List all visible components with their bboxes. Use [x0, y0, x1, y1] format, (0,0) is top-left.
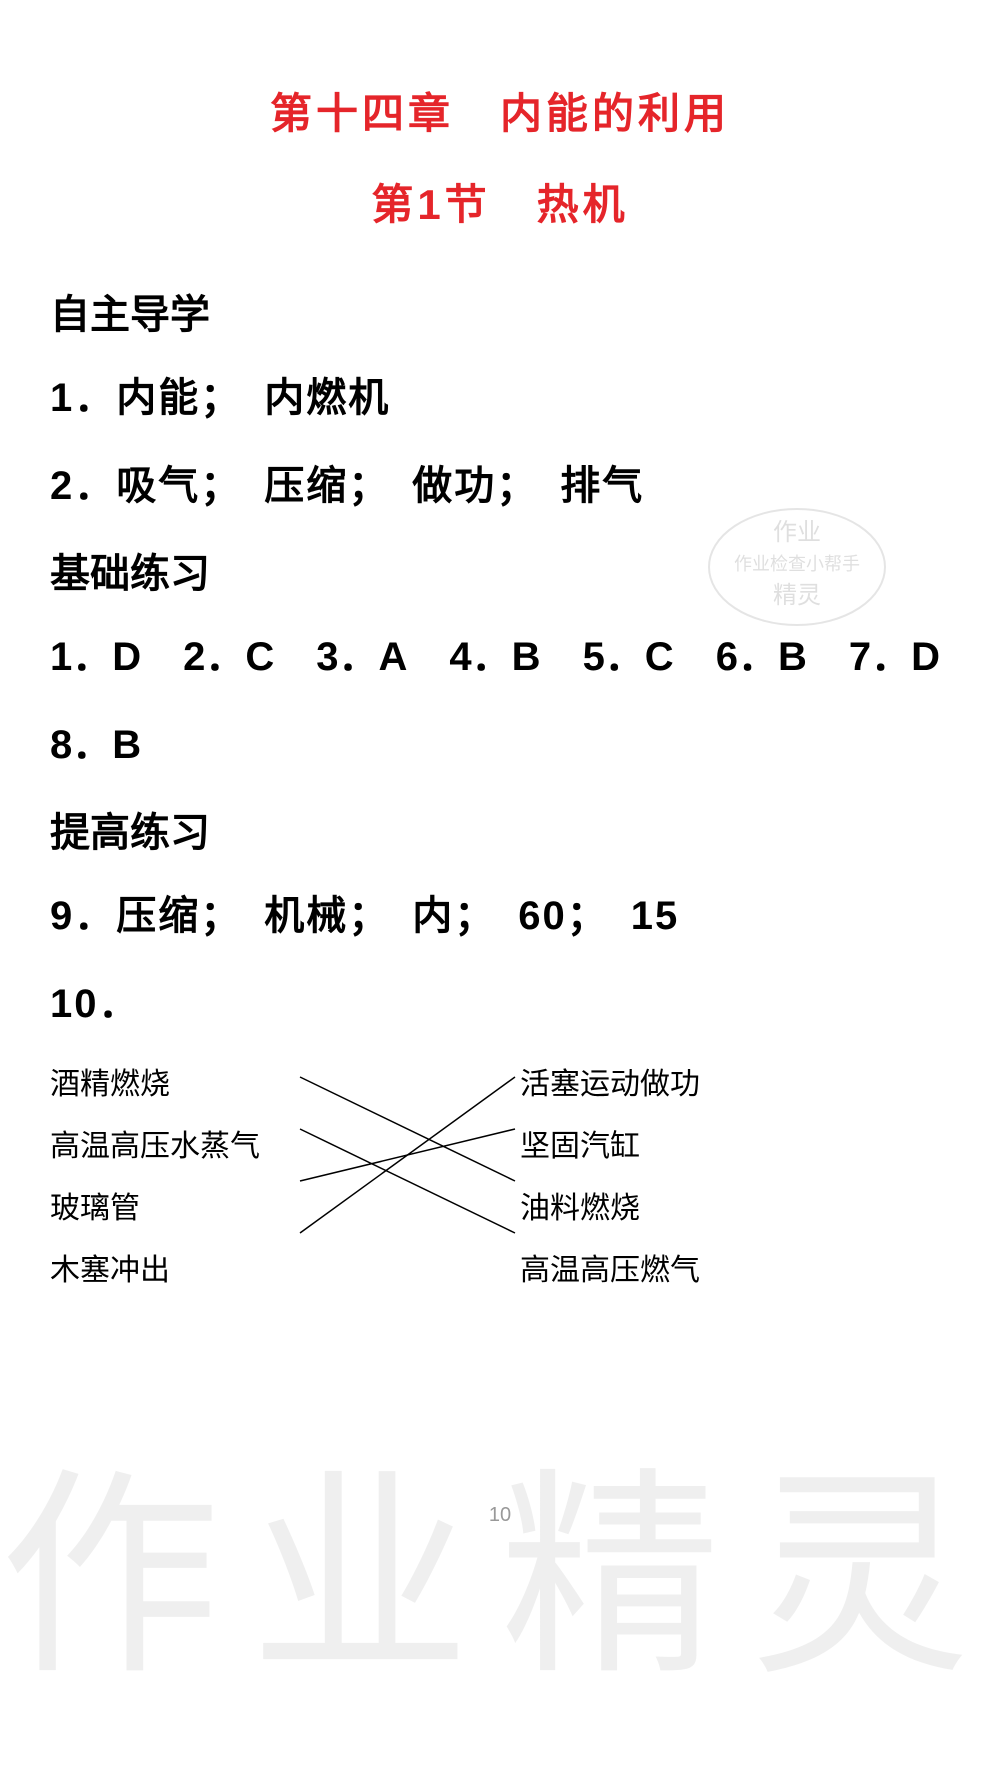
matching-left-3: 玻璃管	[50, 1183, 260, 1227]
advanced-item-10: 10．	[50, 971, 950, 1029]
page-number: 10	[489, 1504, 511, 1527]
matching-diagram: 酒精燃烧 高温高压水蒸气 玻璃管 木塞冲出 活塞运动做功 坚固汽缸 油料燃烧 高…	[50, 1059, 910, 1279]
matching-right-3: 油料燃烧	[520, 1183, 700, 1227]
self-study-item-2: 2．吸气； 压缩； 做功； 排气	[50, 453, 950, 511]
advanced-practice-header: 提高练习	[50, 800, 950, 858]
advanced-item-9: 9．压缩； 机械； 内； 60； 15	[50, 883, 950, 941]
matching-right-4: 高温高压燃气	[520, 1245, 700, 1289]
self-study-item-1: 1．内能； 内燃机	[50, 365, 950, 423]
matching-left-1: 酒精燃烧	[50, 1059, 260, 1103]
matching-right-2: 坚固汽缸	[520, 1121, 700, 1165]
answer-7: 7．D	[849, 624, 940, 682]
answer-1: 1．D	[50, 624, 141, 682]
stamp-line-1: 作业	[773, 519, 821, 546]
matching-left-column: 酒精燃烧 高温高压水蒸气 玻璃管 木塞冲出	[50, 1059, 260, 1289]
answer-6: 6．B	[716, 624, 807, 682]
answer-3: 3．A	[316, 624, 407, 682]
chapter-title: 第十四章 内能的利用	[50, 80, 950, 141]
answer-4: 4．B	[449, 624, 540, 682]
matching-left-4: 木塞冲出	[50, 1245, 260, 1289]
self-study-header: 自主导学	[50, 282, 950, 340]
stamp-line-3: 精灵	[773, 582, 821, 609]
basic-answers-row-1: 1．D 2．C 3．A 4．B 5．C 6．B 7．D	[50, 624, 950, 682]
watermark-text: 作业精灵	[0, 1399, 1000, 1717]
matching-left-2: 高温高压水蒸气	[50, 1121, 260, 1165]
stamp-watermark: 作业 作业检查小帮手 精灵	[705, 505, 890, 630]
matching-right-column: 活塞运动做功 坚固汽缸 油料燃烧 高温高压燃气	[520, 1059, 700, 1289]
answer-2: 2．C	[183, 624, 274, 682]
answer-8: 8．B	[50, 712, 141, 770]
matching-right-1: 活塞运动做功	[520, 1059, 700, 1103]
stamp-line-2: 作业检查小帮手	[734, 554, 860, 574]
section-title: 第1节 热机	[50, 171, 950, 232]
basic-answers-row-2: 8．B	[50, 712, 950, 770]
answer-5: 5．C	[583, 624, 674, 682]
